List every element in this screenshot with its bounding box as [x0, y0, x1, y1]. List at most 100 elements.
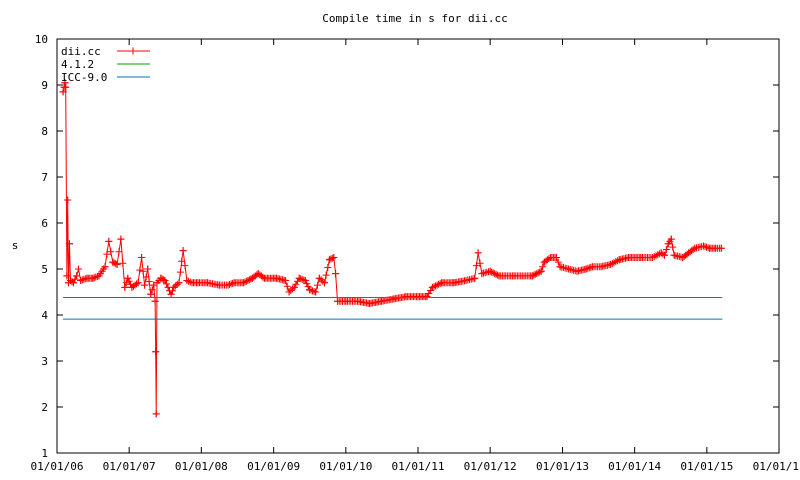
- x-tick-label: 01/01/07: [103, 460, 156, 473]
- x-tick-label: 01/01/10: [319, 460, 372, 473]
- data-point: [301, 277, 309, 284]
- data-point: [95, 272, 103, 280]
- data-point: [664, 240, 672, 248]
- data-point: [224, 281, 232, 289]
- data-point: [402, 293, 410, 301]
- data-point: [342, 297, 350, 305]
- data-point: [69, 279, 77, 287]
- data-point: [648, 254, 656, 261]
- data-point: [167, 290, 175, 298]
- data-point: [597, 263, 605, 271]
- data-point: [486, 267, 494, 275]
- y-tick-label: 8: [41, 125, 48, 138]
- data-point: [378, 297, 386, 305]
- series-line: [62, 82, 722, 414]
- data-point: [170, 283, 178, 291]
- data-point: [552, 254, 560, 261]
- data-point: [138, 254, 146, 261]
- data-point: [105, 237, 113, 245]
- data-point: [510, 272, 518, 280]
- data-point: [63, 272, 71, 280]
- data-point: [272, 274, 280, 282]
- data-point: [565, 265, 573, 273]
- data-point: [679, 254, 687, 261]
- x-axis: 01/01/06 01/01/07 01/01/08 01/01/09 01/01/10…: [31, 39, 799, 473]
- y-tick-label: 4: [41, 309, 48, 322]
- data-point: [101, 263, 109, 271]
- data-point: [478, 270, 486, 278]
- x-tick-label: 01/01/15: [680, 460, 733, 473]
- data-point: [121, 283, 129, 291]
- y-tick-label: 1: [41, 447, 48, 460]
- data-point: [59, 88, 67, 96]
- data-point: [61, 79, 69, 87]
- data-point: [113, 260, 121, 268]
- data-point: [281, 277, 289, 284]
- data-point: [332, 270, 340, 278]
- legend-label: 4.1.2: [61, 58, 94, 71]
- data-point: [188, 279, 196, 287]
- data-point: [175, 279, 183, 287]
- data-point: [248, 274, 256, 282]
- data-point: [556, 263, 564, 271]
- data-point: [438, 279, 446, 287]
- x-tick-label: 01/01/1: [753, 460, 799, 473]
- data-point: [285, 288, 293, 296]
- data-point: [625, 254, 633, 261]
- data-point: [667, 235, 675, 243]
- data-point: [320, 279, 328, 287]
- data-point: [450, 279, 458, 287]
- data-point: [152, 348, 160, 356]
- y-axis: 1 2 3 4 5 6 7 8 9 10: [35, 33, 779, 460]
- series-layer: [59, 79, 725, 418]
- data-point: [144, 265, 152, 273]
- data-point: [65, 240, 73, 248]
- data-point: [661, 251, 669, 259]
- x-tick-label: 01/01/06: [31, 460, 84, 473]
- data-point: [312, 288, 320, 296]
- data-point: [194, 279, 202, 287]
- y-tick-label: 7: [41, 171, 48, 184]
- x-tick-label: 01/01/12: [464, 460, 517, 473]
- data-point: [203, 279, 211, 287]
- y-tick-label: 3: [41, 355, 48, 368]
- x-tick-label: 01/01/09: [247, 460, 300, 473]
- data-point: [540, 258, 548, 266]
- data-point: [260, 274, 268, 282]
- data-point: [77, 277, 85, 284]
- data-point: [471, 274, 479, 282]
- data-point: [305, 286, 313, 294]
- x-tick-label: 01/01/14: [608, 460, 661, 473]
- data-point: [151, 297, 159, 305]
- data-point: [147, 290, 155, 298]
- x-tick-label: 01/01/08: [175, 460, 228, 473]
- x-tick-label: 01/01/11: [392, 460, 445, 473]
- data-point: [315, 274, 323, 282]
- data-point: [83, 274, 91, 282]
- data-point: [62, 83, 70, 91]
- data-point: [495, 272, 503, 280]
- data-point: [89, 274, 97, 282]
- data-point: [152, 410, 160, 418]
- legend-label: ICC-9.0: [61, 71, 107, 84]
- data-point: [295, 274, 303, 282]
- data-point: [366, 300, 374, 307]
- data-point: [117, 235, 125, 243]
- x-tick-label: 01/01/13: [536, 460, 589, 473]
- data-point: [179, 247, 187, 255]
- data-point: [254, 270, 262, 278]
- legend-item: ICC-9.0: [61, 71, 150, 84]
- y-tick-label: 2: [41, 401, 48, 414]
- data-point: [717, 244, 725, 252]
- data-point: [109, 258, 117, 266]
- data-point: [330, 254, 338, 261]
- y-axis-label: s: [12, 239, 19, 252]
- data-point: [615, 256, 623, 264]
- data-point: [414, 293, 422, 301]
- data-point: [691, 244, 699, 252]
- data-point: [528, 272, 536, 280]
- legend-item: 4.1.2: [61, 58, 150, 71]
- data-point: [573, 267, 581, 275]
